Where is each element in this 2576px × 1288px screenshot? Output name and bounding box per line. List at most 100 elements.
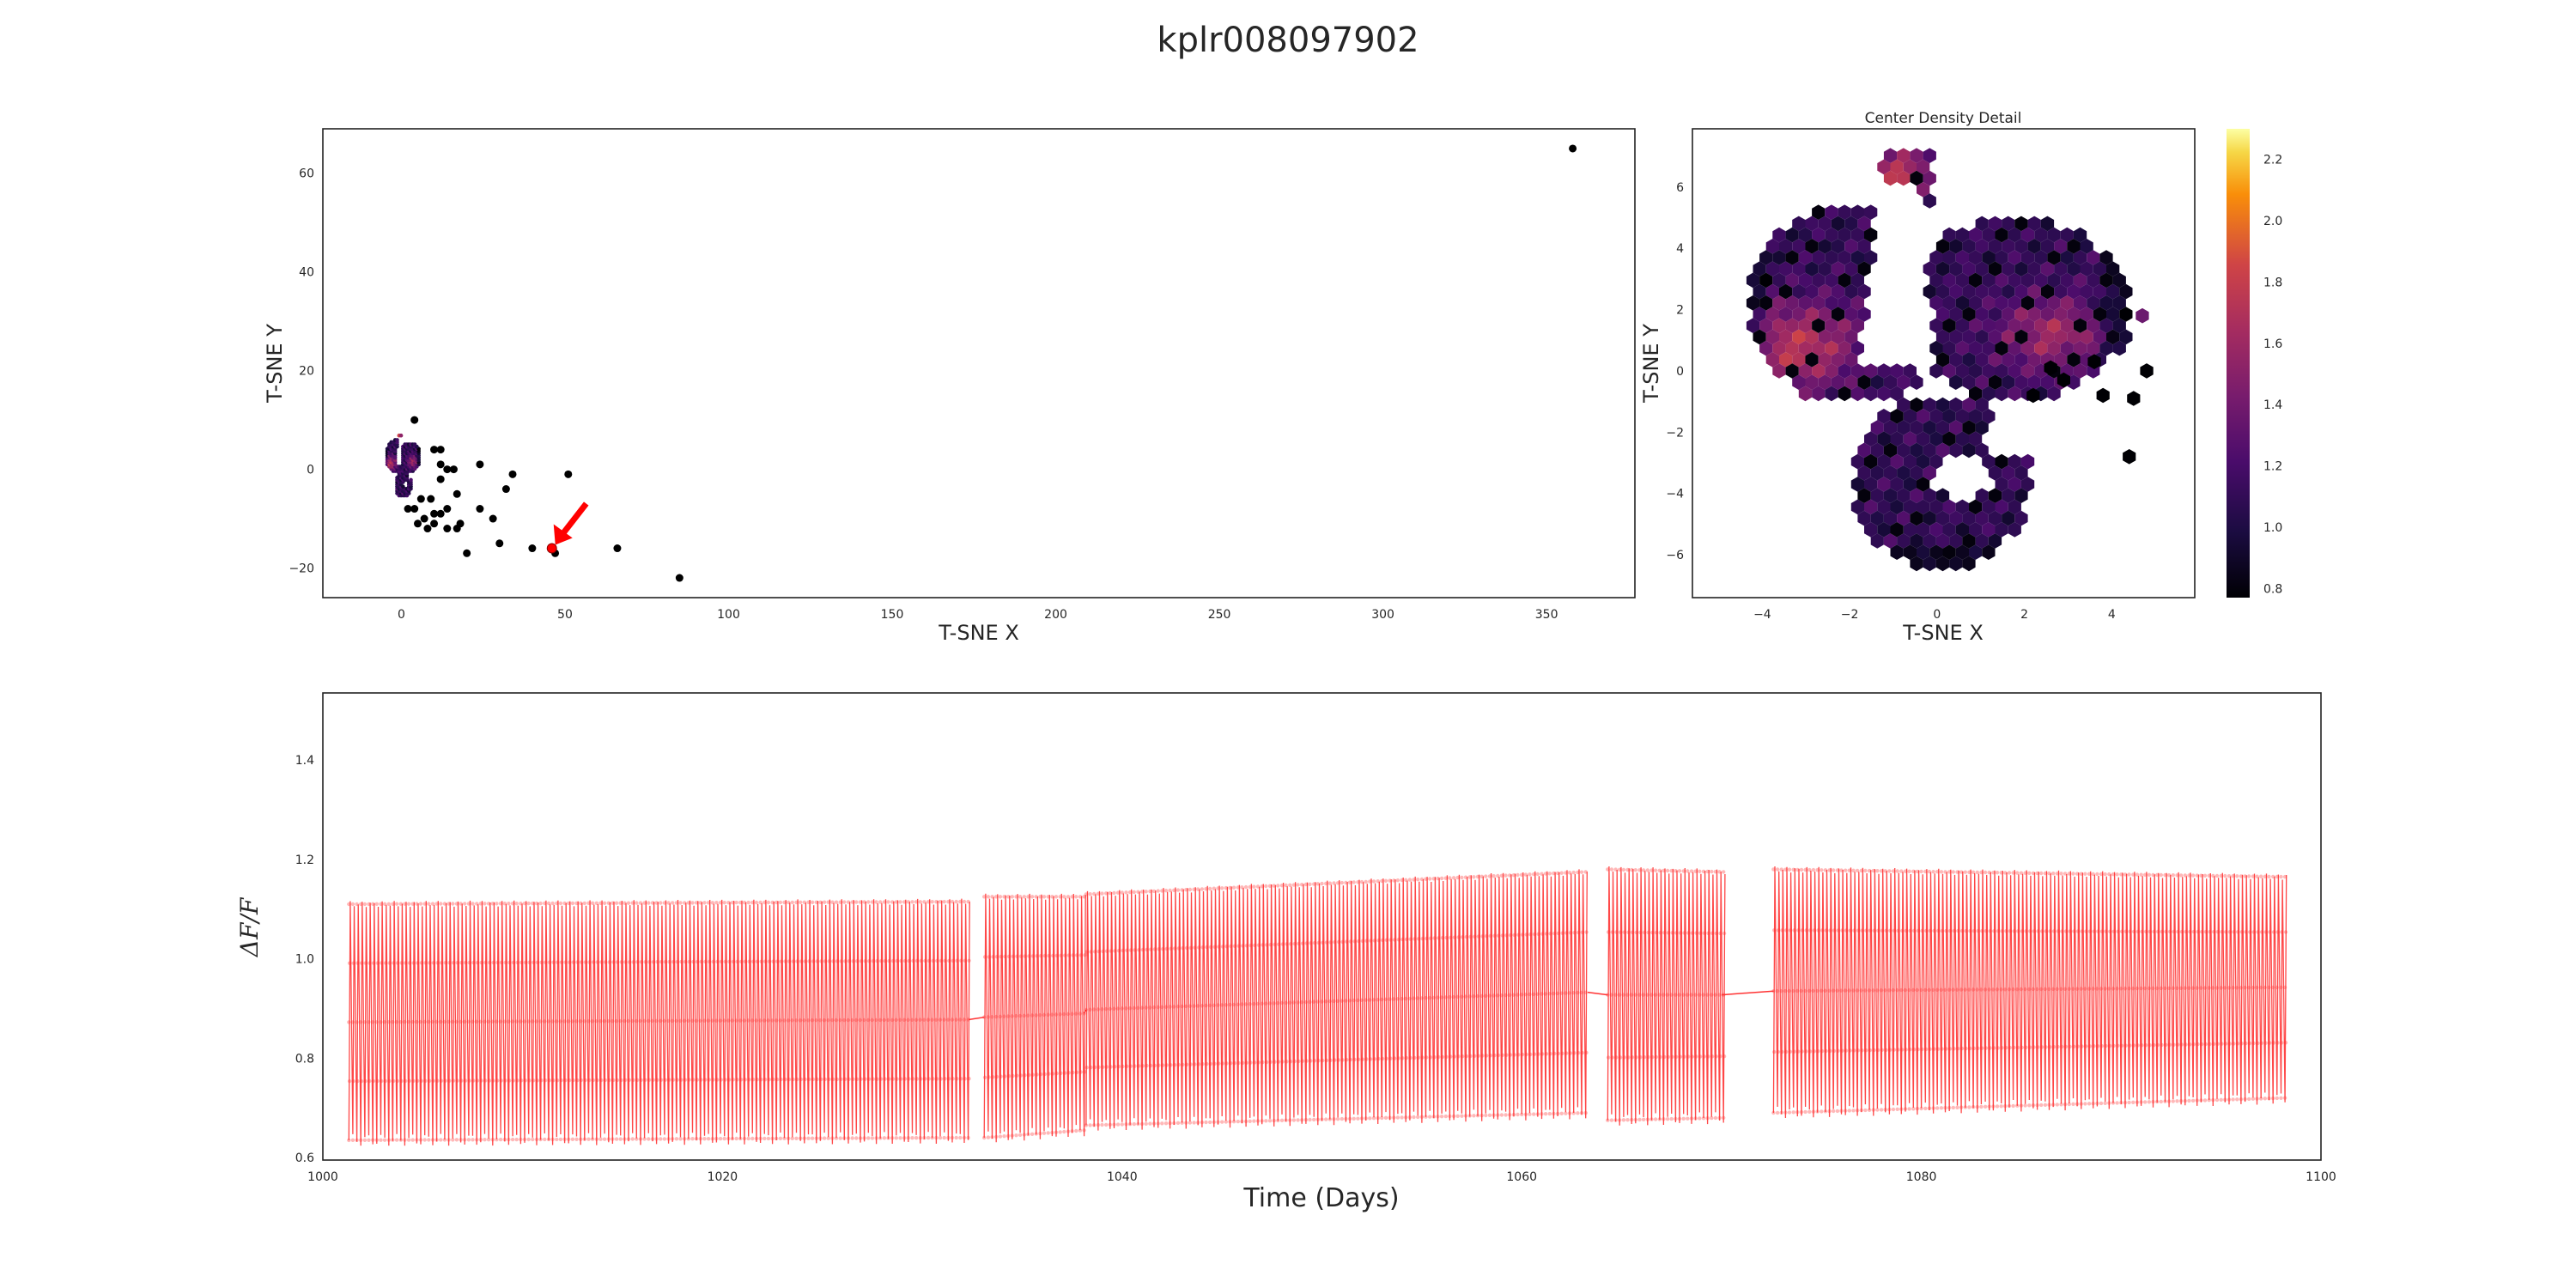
light-curve-marker	[1971, 1046, 1977, 1051]
light-curve-marker	[1888, 1048, 1893, 1052]
light-curve-marker	[1543, 872, 1548, 876]
light-curve-marker	[1088, 1123, 1092, 1127]
tsne-overview-xtick: 150	[881, 608, 904, 622]
light-curve-marker	[1420, 937, 1425, 941]
light-curve-marker	[1327, 999, 1333, 1004]
tsne-overview-point	[436, 460, 445, 469]
light-curve-marker	[2075, 1102, 2080, 1106]
light-curve-marker	[1359, 879, 1364, 884]
light-curve-marker	[1475, 874, 1480, 879]
light-curve-marker	[1991, 987, 1996, 992]
density-hex	[1955, 544, 1969, 560]
density-hex-isolated	[2136, 307, 2149, 324]
light-curve-marker	[1461, 1054, 1465, 1059]
light-curve-marker	[2179, 929, 2184, 934]
light-curve-marker	[2163, 1099, 2167, 1103]
light-curve-marker	[2175, 1099, 2179, 1103]
tsne-overview-ytick: −20	[289, 562, 314, 576]
light-curve-marker	[455, 1078, 459, 1083]
light-curve-marker	[1451, 876, 1456, 880]
light-curve-marker	[471, 1078, 476, 1083]
density-hex	[1988, 510, 2002, 526]
light-curve-marker	[2152, 929, 2156, 934]
density-hex	[1903, 522, 1917, 538]
light-curve-marker	[890, 900, 895, 904]
light-curve-marker	[418, 1138, 423, 1142]
light-curve-marker	[947, 958, 951, 963]
light-curve-marker	[1059, 953, 1063, 958]
light-curve-marker	[1407, 996, 1413, 1001]
density-hex	[1805, 283, 1819, 300]
density-hex	[1988, 307, 2002, 322]
light-curve-marker	[451, 961, 456, 965]
light-curve-marker	[1935, 987, 1940, 993]
light-curve-marker	[351, 1078, 355, 1084]
density-hex	[1955, 227, 1969, 243]
light-curve-marker	[2087, 1102, 2092, 1106]
light-curve-marker	[1564, 1051, 1569, 1055]
light-curve-marker	[1803, 1109, 1807, 1115]
light-curve-marker	[866, 1018, 871, 1023]
light-curve-marker	[1654, 930, 1659, 935]
light-curve-marker	[2215, 1097, 2220, 1103]
light-curve-marker	[994, 1134, 999, 1139]
light-curve-marker	[567, 960, 572, 964]
light-curve-marker	[1967, 870, 1971, 874]
light-curve-marker	[1161, 1063, 1165, 1067]
light-curve-marker	[726, 901, 731, 905]
light-curve-marker	[1820, 868, 1824, 872]
light-curve-marker	[1038, 1013, 1042, 1018]
light-curve-marker	[555, 1078, 560, 1083]
light-curve-marker	[1309, 941, 1313, 945]
light-curve-marker	[1180, 888, 1184, 892]
density-hex	[1883, 420, 1898, 435]
light-curve-marker	[1034, 895, 1038, 899]
light-curve-marker	[555, 1019, 559, 1024]
light-curve-marker	[1927, 987, 1932, 993]
light-curve-marker	[2275, 874, 2279, 879]
density-hex	[1805, 239, 1819, 254]
density-hex	[2067, 307, 2081, 322]
light-curve-marker	[1383, 1115, 1388, 1121]
light-curve-marker	[1388, 878, 1392, 883]
density-detail-ytick: 6	[1676, 181, 1684, 195]
light-curve-marker	[2239, 1042, 2244, 1046]
light-curve-marker	[1047, 953, 1051, 958]
light-curve-marker	[1101, 949, 1105, 954]
density-detail-ytick: −2	[1666, 426, 1684, 440]
light-curve-marker	[1963, 987, 1967, 992]
light-curve-marker	[1420, 1055, 1425, 1060]
light-curve-marker	[1070, 1012, 1074, 1017]
light-curve-marker	[1473, 934, 1477, 939]
light-curve-marker	[2191, 929, 2196, 934]
light-curve-marker	[2155, 872, 2160, 878]
light-curve-marker	[910, 1136, 914, 1140]
light-curve-marker	[787, 900, 791, 905]
light-curve-marker	[2131, 929, 2136, 934]
light-curve-marker	[1860, 928, 1864, 933]
light-curve-marker	[2184, 1042, 2188, 1047]
light-curve-marker	[966, 1018, 970, 1022]
light-curve-marker	[914, 1018, 919, 1023]
light-curve-marker	[1722, 870, 1726, 874]
density-hex	[1844, 239, 1858, 254]
light-curve-marker	[1999, 1104, 2003, 1109]
light-curve-marker	[511, 960, 516, 965]
light-curve-marker	[1011, 954, 1015, 959]
tsne-overview-point	[443, 525, 452, 533]
density-hex	[1942, 227, 1956, 243]
light-curve-marker	[919, 958, 923, 963]
light-curve-marker	[1968, 929, 1972, 933]
light-curve-marker	[1903, 869, 1908, 873]
light-curve-marker	[2256, 1041, 2260, 1046]
light-curve-marker	[1674, 1054, 1679, 1060]
light-curve-marker	[942, 1018, 946, 1022]
light-curve-marker	[406, 902, 411, 906]
light-curve-marker	[2187, 873, 2191, 878]
light-curve-marker	[1026, 895, 1030, 899]
light-curve-marker	[1152, 947, 1157, 951]
light-curve-marker	[368, 1078, 372, 1084]
light-curve-marker	[1127, 1122, 1133, 1127]
light-curve-marker	[1807, 928, 1813, 933]
light-curve-marker	[698, 1137, 702, 1141]
